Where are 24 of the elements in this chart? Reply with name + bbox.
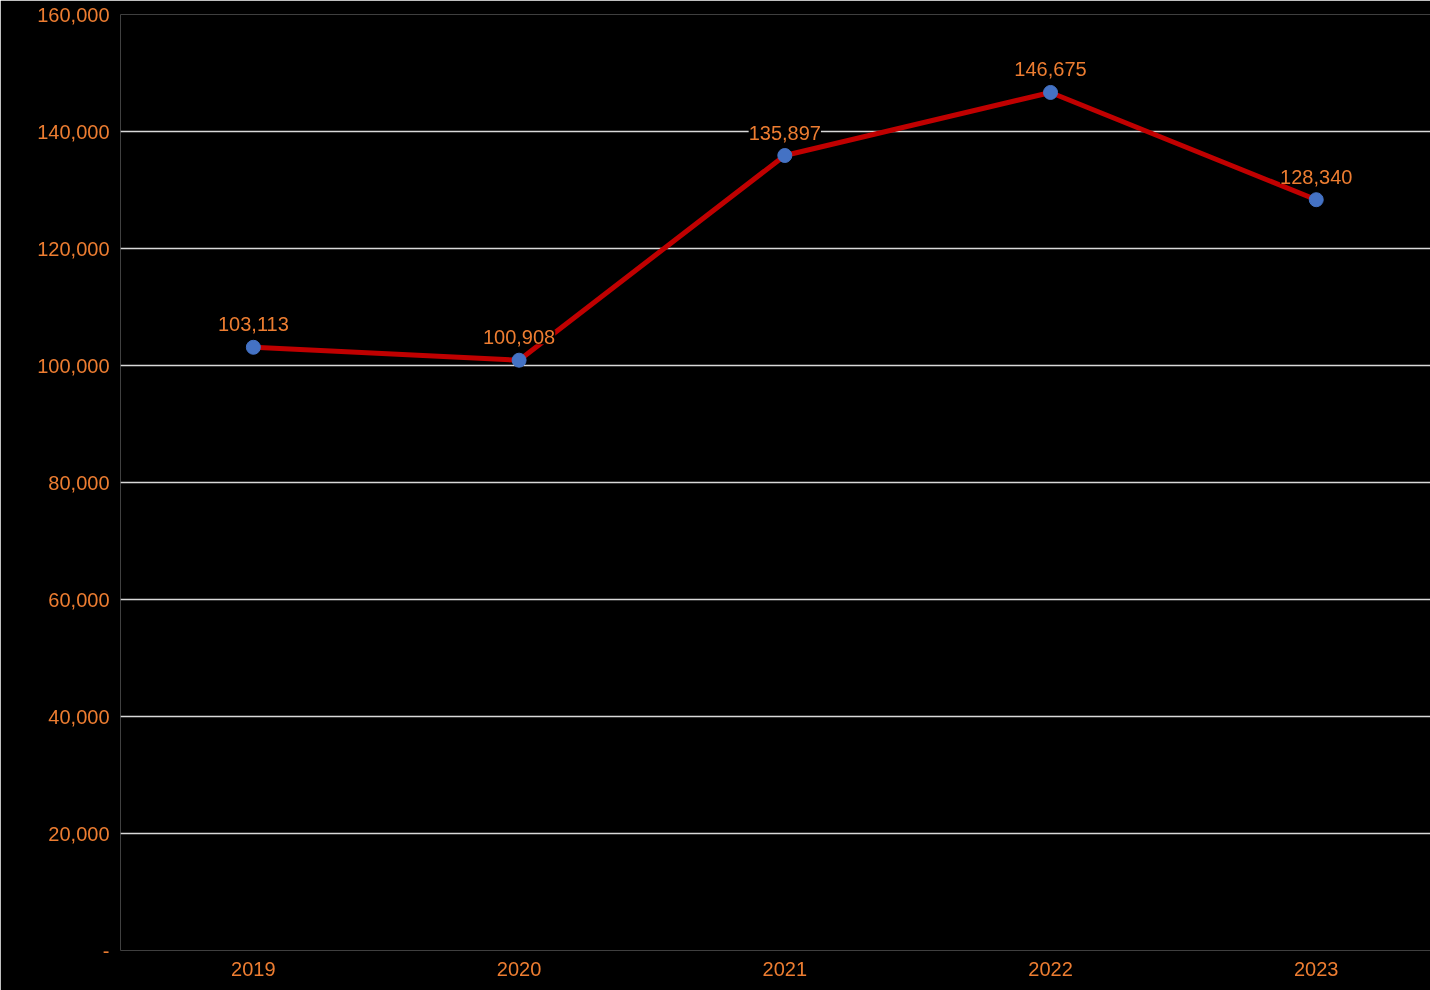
point — [1043, 84, 1059, 100]
data-label: 146,675 — [1014, 58, 1087, 81]
data-label: 100,908 — [482, 326, 556, 349]
x-tick-label: 2022 — [1028, 957, 1073, 980]
y-tick-label: 100,000 — [37, 354, 110, 377]
point — [511, 352, 527, 368]
y-tick-label: - — [102, 939, 110, 962]
y-tick-label: 140,000 — [37, 120, 110, 143]
y-tick-label: 60,000 — [48, 588, 110, 611]
point — [245, 339, 261, 355]
x-tick-label: 2021 — [762, 957, 808, 980]
point — [1308, 192, 1324, 208]
point — [777, 148, 793, 163]
data-label: 128,340 — [1280, 165, 1353, 188]
x-tick-label: 2020 — [496, 957, 542, 980]
y-tick-label: 120,000 — [37, 237, 110, 260]
data-label: 103,113 — [217, 313, 289, 336]
y-tick-label: 20,000 — [48, 822, 110, 845]
y-tick-label: 80,000 — [48, 471, 110, 494]
y-tick-label: 160,000 — [37, 3, 110, 26]
y-tick-label: 40,000 — [48, 705, 110, 728]
data-label: 135,897 — [748, 121, 821, 144]
x-tick-label: 2019 — [231, 957, 276, 980]
x-tick-label: 2023 — [1293, 957, 1339, 980]
